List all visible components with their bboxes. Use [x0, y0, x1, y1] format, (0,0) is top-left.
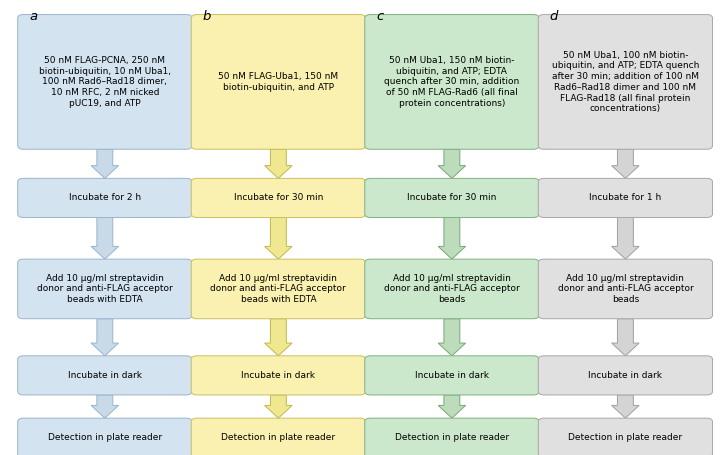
FancyBboxPatch shape — [364, 356, 539, 395]
FancyBboxPatch shape — [538, 15, 712, 149]
Text: Incubate in dark: Incubate in dark — [415, 371, 489, 380]
FancyBboxPatch shape — [538, 418, 712, 455]
Text: Incubate in dark: Incubate in dark — [589, 371, 662, 380]
FancyBboxPatch shape — [364, 418, 539, 455]
FancyBboxPatch shape — [364, 15, 539, 149]
FancyBboxPatch shape — [364, 178, 539, 217]
Polygon shape — [612, 318, 639, 356]
Text: Incubate for 30 min: Incubate for 30 min — [407, 193, 497, 202]
Text: Add 10 μg/ml streptavidin
donor and anti-FLAG acceptor
beads: Add 10 μg/ml streptavidin donor and anti… — [384, 273, 520, 304]
Text: Detection in plate reader: Detection in plate reader — [568, 433, 683, 442]
Text: Incubate for 30 min: Incubate for 30 min — [234, 193, 323, 202]
Polygon shape — [438, 318, 466, 356]
FancyBboxPatch shape — [17, 356, 192, 395]
Text: Detection in plate reader: Detection in plate reader — [221, 433, 335, 442]
FancyBboxPatch shape — [17, 259, 192, 318]
FancyBboxPatch shape — [538, 259, 712, 318]
FancyBboxPatch shape — [192, 418, 366, 455]
Polygon shape — [612, 395, 639, 418]
Text: Detection in plate reader: Detection in plate reader — [395, 433, 509, 442]
Text: Incubate for 2 h: Incubate for 2 h — [69, 193, 141, 202]
Text: Add 10 μg/ml streptavidin
donor and anti-FLAG acceptor
beads with EDTA: Add 10 μg/ml streptavidin donor and anti… — [210, 273, 346, 304]
Text: d: d — [550, 10, 558, 23]
FancyBboxPatch shape — [364, 259, 539, 318]
FancyBboxPatch shape — [17, 418, 192, 455]
Polygon shape — [91, 149, 119, 178]
Text: b: b — [203, 10, 211, 23]
Text: a: a — [29, 10, 38, 23]
Text: Incubate in dark: Incubate in dark — [68, 371, 142, 380]
Polygon shape — [612, 217, 639, 259]
Text: Add 10 μg/ml streptavidin
donor and anti-FLAG acceptor
beads: Add 10 μg/ml streptavidin donor and anti… — [557, 273, 693, 304]
Polygon shape — [438, 217, 466, 259]
FancyBboxPatch shape — [192, 15, 366, 149]
Polygon shape — [91, 395, 119, 418]
Text: Incubate for 1 h: Incubate for 1 h — [589, 193, 662, 202]
FancyBboxPatch shape — [192, 178, 366, 217]
Text: Add 10 μg/ml streptavidin
donor and anti-FLAG acceptor
beads with EDTA: Add 10 μg/ml streptavidin donor and anti… — [37, 273, 173, 304]
FancyBboxPatch shape — [538, 178, 712, 217]
Text: 50 nM FLAG-Uba1, 150 nM
biotin-ubiquitin, and ATP: 50 nM FLAG-Uba1, 150 nM biotin-ubiquitin… — [218, 72, 338, 92]
Polygon shape — [438, 149, 466, 178]
Text: 50 nM Uba1, 150 nM biotin-
ubiquitin, and ATP; EDTA
quench after 30 min, additio: 50 nM Uba1, 150 nM biotin- ubiquitin, an… — [384, 56, 520, 108]
Polygon shape — [91, 318, 119, 356]
FancyBboxPatch shape — [538, 356, 712, 395]
Polygon shape — [265, 217, 292, 259]
Text: Incubate in dark: Incubate in dark — [241, 371, 315, 380]
FancyBboxPatch shape — [192, 356, 366, 395]
Text: 50 nM Uba1, 100 nM biotin-
ubiquitin, and ATP; EDTA quench
after 30 min; additio: 50 nM Uba1, 100 nM biotin- ubiquitin, an… — [552, 51, 699, 113]
FancyBboxPatch shape — [17, 178, 192, 217]
Text: 50 nM FLAG-PCNA, 250 nM
biotin-ubiquitin, 10 nM Uba1,
100 nM Rad6–Rad18 dimer,
1: 50 nM FLAG-PCNA, 250 nM biotin-ubiquitin… — [39, 56, 171, 108]
Polygon shape — [612, 149, 639, 178]
Polygon shape — [265, 395, 292, 418]
Text: Detection in plate reader: Detection in plate reader — [48, 433, 162, 442]
Polygon shape — [265, 149, 292, 178]
FancyBboxPatch shape — [17, 15, 192, 149]
FancyBboxPatch shape — [192, 259, 366, 318]
Polygon shape — [438, 395, 466, 418]
Text: c: c — [376, 10, 384, 23]
Polygon shape — [265, 318, 292, 356]
Polygon shape — [91, 217, 119, 259]
